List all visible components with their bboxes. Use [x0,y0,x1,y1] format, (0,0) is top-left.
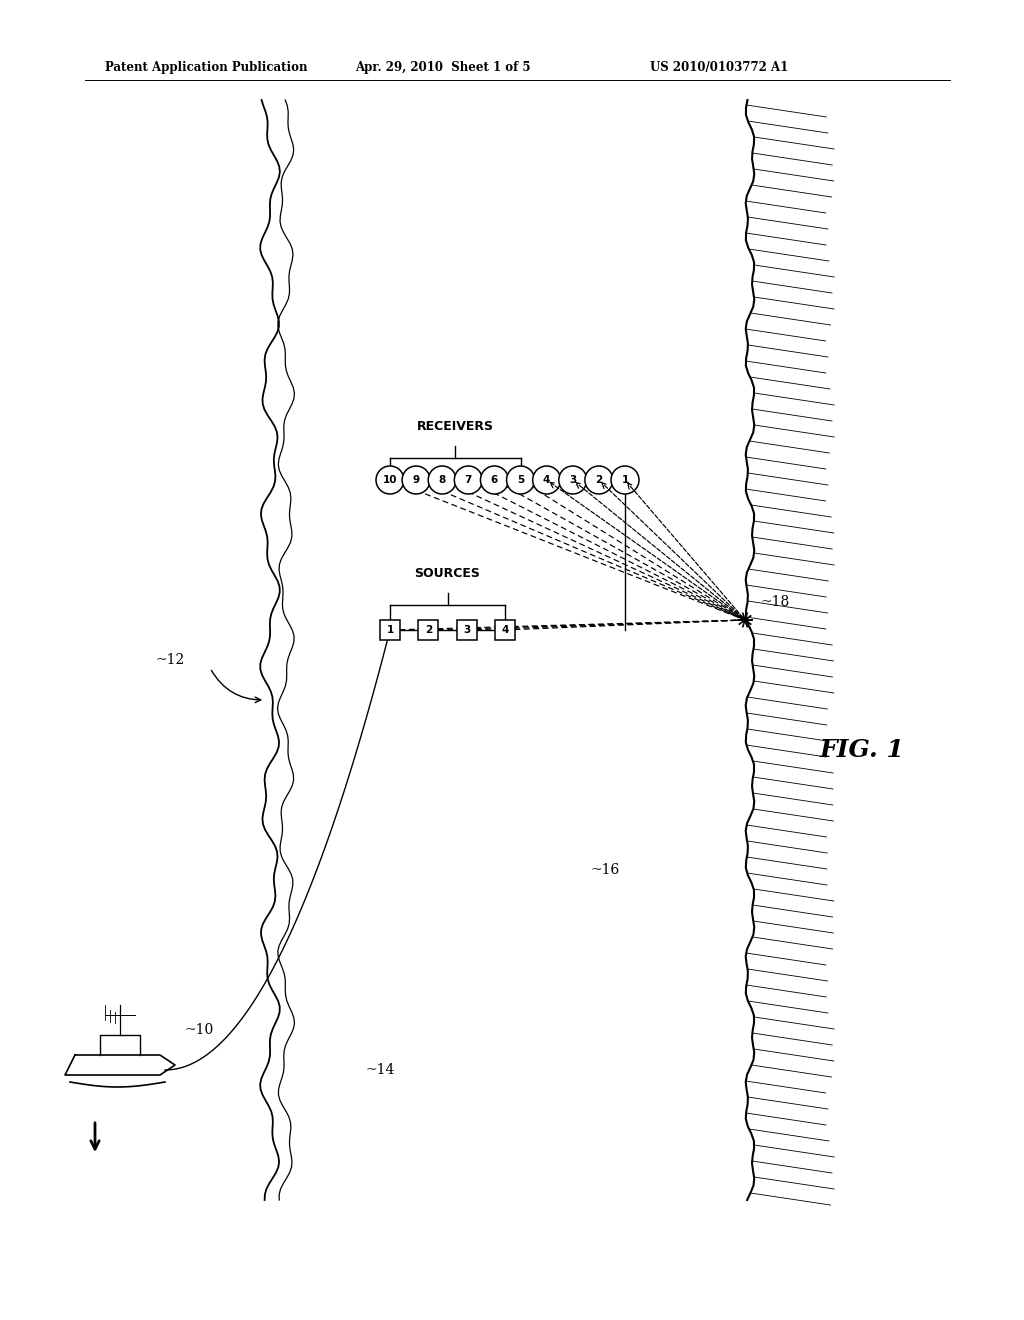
Text: Patent Application Publication: Patent Application Publication [105,61,307,74]
Text: 6: 6 [490,475,498,484]
Circle shape [480,466,509,494]
Text: 4: 4 [502,624,509,635]
Text: RECEIVERS: RECEIVERS [417,420,494,433]
Text: 3: 3 [463,624,470,635]
Text: FIG. 1: FIG. 1 [820,738,905,762]
Text: ~16: ~16 [590,863,620,876]
Text: 2: 2 [425,624,432,635]
Circle shape [455,466,482,494]
Text: 8: 8 [438,475,445,484]
Text: US 2010/0103772 A1: US 2010/0103772 A1 [650,61,788,74]
Circle shape [402,466,430,494]
Circle shape [428,466,457,494]
Text: 2: 2 [595,475,602,484]
Text: ~14: ~14 [366,1063,394,1077]
Text: Apr. 29, 2010  Sheet 1 of 5: Apr. 29, 2010 Sheet 1 of 5 [355,61,530,74]
Text: SOURCES: SOURCES [415,568,480,579]
Text: 3: 3 [569,475,577,484]
Text: 10: 10 [383,475,397,484]
Text: ~12: ~12 [156,653,185,667]
Bar [419,620,438,640]
Circle shape [376,466,404,494]
Text: 4: 4 [543,475,550,484]
Text: ~10: ~10 [185,1023,214,1038]
Circle shape [507,466,535,494]
Bar [380,620,400,640]
Text: 1: 1 [622,475,629,484]
Bar [495,620,515,640]
Text: 1: 1 [386,624,393,635]
Circle shape [559,466,587,494]
Text: 9: 9 [413,475,420,484]
Text: 7: 7 [465,475,472,484]
Circle shape [585,466,613,494]
Text: 5: 5 [517,475,524,484]
Bar [457,620,476,640]
Circle shape [611,466,639,494]
Text: ~18: ~18 [760,595,790,609]
Circle shape [532,466,561,494]
